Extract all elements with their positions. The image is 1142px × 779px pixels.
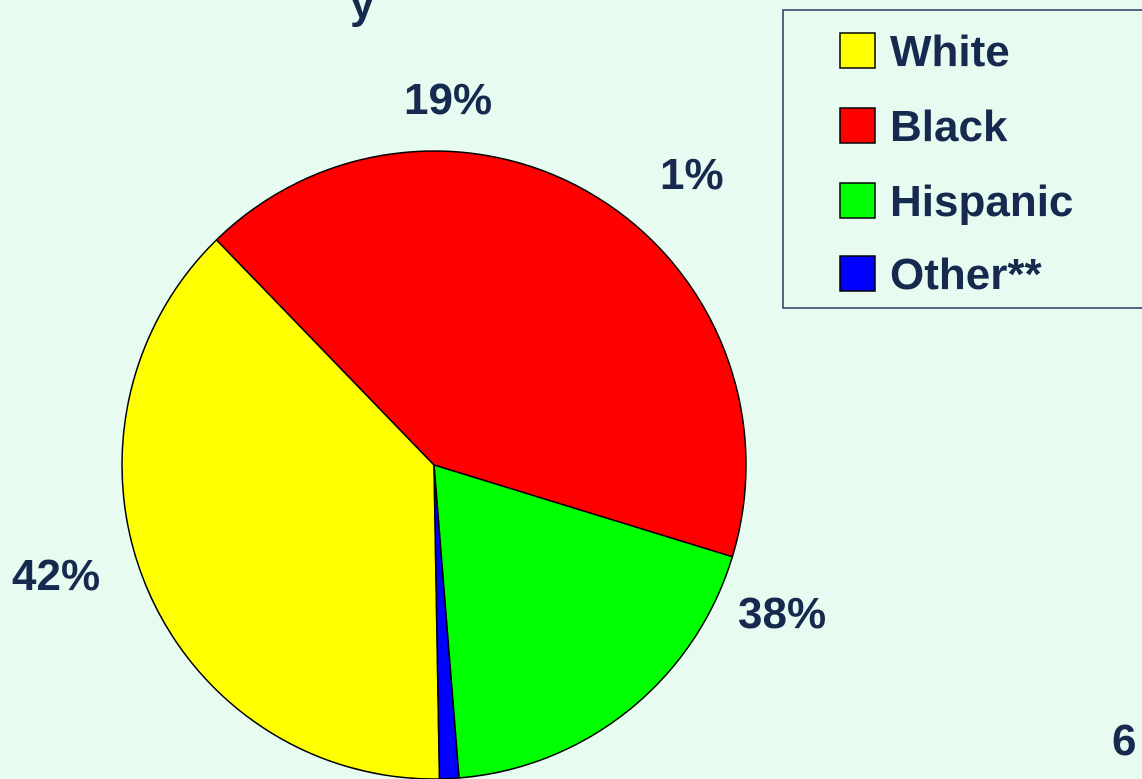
legend-swatch-white: [839, 32, 876, 69]
legend-swatch-other: [839, 255, 876, 292]
pie-slice-white: [121, 239, 441, 779]
slice-label-hispanic: 19%: [404, 75, 492, 124]
partial-title-fragment: y: [350, 0, 375, 28]
legend-item-white: White: [839, 27, 1010, 76]
legend-label-hispanic: Hispanic: [890, 177, 1073, 226]
pie-slices: [121, 150, 747, 779]
partial-right-fragment: 6: [1112, 716, 1136, 765]
legend-label-other: Other**: [890, 250, 1042, 299]
legend-label-white: White: [890, 27, 1010, 76]
legend-item-black: Black: [839, 102, 1008, 151]
legend-item-hispanic: Hispanic: [839, 177, 1073, 226]
pie-slice-black: [215, 150, 747, 558]
legend: White Black Hispanic Other**: [782, 9, 1142, 309]
legend-item-other: Other**: [839, 250, 1042, 299]
slice-label-white: 38%: [738, 589, 826, 638]
pie-slice-hispanic: [433, 464, 734, 779]
legend-swatch-black: [839, 107, 876, 144]
legend-swatch-hispanic: [839, 182, 876, 219]
slice-label-black: 42%: [12, 551, 100, 600]
legend-label-black: Black: [890, 102, 1008, 151]
slice-label-other: 1%: [660, 150, 724, 199]
